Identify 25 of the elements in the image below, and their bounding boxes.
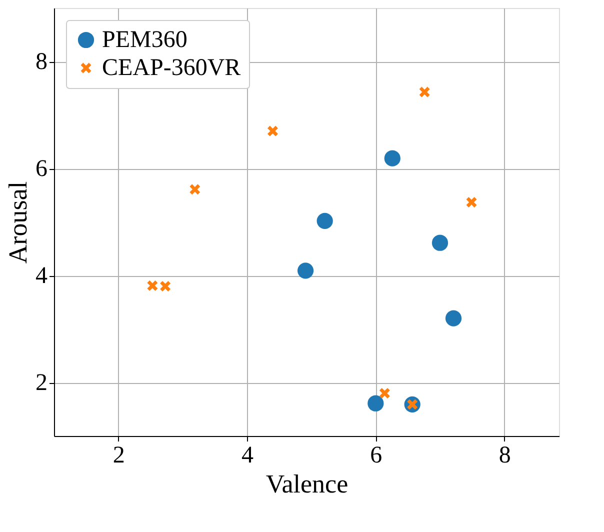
x-tick-label: 4 xyxy=(241,442,254,468)
y-tick-label: 8 xyxy=(36,49,48,75)
x-axis-title: Valence xyxy=(266,470,348,498)
x-tick-label: 8 xyxy=(498,442,511,468)
y-tick-label: 4 xyxy=(36,263,48,289)
point xyxy=(267,126,278,136)
y-tick-label: 6 xyxy=(36,156,48,182)
legend-label: PEM360 xyxy=(102,27,188,53)
point xyxy=(316,212,333,229)
y-axis-title: Arousal xyxy=(4,181,32,264)
point xyxy=(445,310,462,326)
legend-label: CEAP-360VR xyxy=(102,55,241,81)
point xyxy=(432,234,448,251)
point xyxy=(147,280,158,291)
point xyxy=(384,150,400,166)
point xyxy=(368,395,384,412)
point xyxy=(466,196,477,208)
y-tick-label: 2 xyxy=(36,370,48,396)
point xyxy=(379,388,390,398)
x-tick-label: 2 xyxy=(112,442,125,468)
point xyxy=(160,280,171,292)
point xyxy=(190,184,200,195)
point xyxy=(419,86,430,98)
x-tick-label: 6 xyxy=(370,442,382,468)
point xyxy=(297,262,314,279)
